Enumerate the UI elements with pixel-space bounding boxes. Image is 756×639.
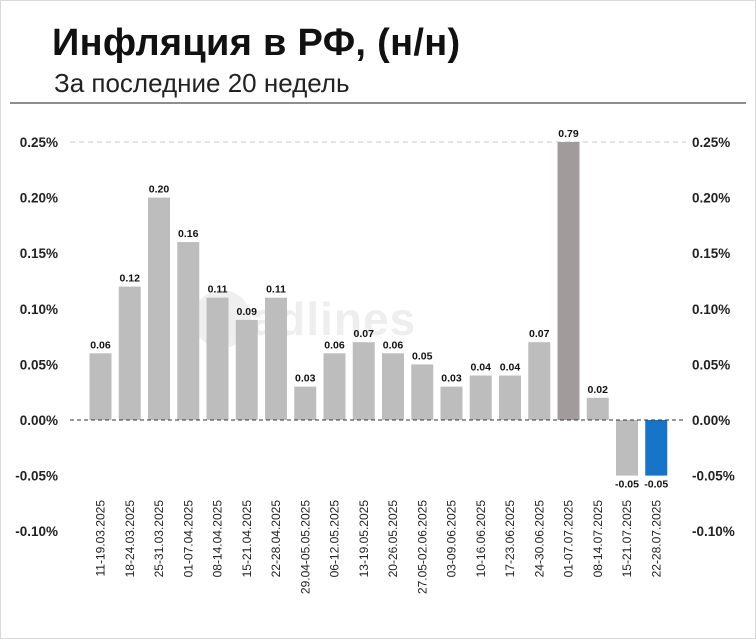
x-tick-label: 22-28.04.2025 (269, 500, 283, 578)
y-tick-label-left: 0.25% (20, 135, 58, 150)
data-label: 0.11 (208, 284, 228, 296)
chart-subtitle: За последние 20 недель (54, 68, 350, 98)
x-tick-label: 08-14.07.2025 (591, 500, 605, 578)
data-label: 0.07 (354, 328, 375, 340)
bar-25-31.03.2025 (148, 197, 170, 420)
data-label: 0.04 (500, 362, 521, 374)
y-tick-label-right: 0.20% (692, 191, 730, 206)
bar-18-24.03.2025 (118, 286, 141, 420)
bar-20-26.05.2025 (382, 353, 404, 420)
data-label: 0.06 (383, 339, 404, 351)
x-tick-label: 29.04-05.05.2025 (298, 500, 312, 594)
x-tick-label: 01-07.04.2025 (181, 500, 195, 578)
x-tick-label: 13-19.05.2025 (357, 500, 371, 578)
y-tick-label-left: 0.05% (20, 357, 58, 372)
x-tick-label: 22-28.07.2025 (649, 500, 663, 578)
bar-17-23.06.2025 (499, 375, 521, 420)
bar-06-12.05.2025 (323, 353, 346, 420)
y-tick-label-right: 0.15% (692, 246, 730, 261)
bar-15-21.07.2025 (616, 420, 638, 476)
y-tick-label-left: -0.10% (15, 524, 58, 539)
x-tick-label: 01-07.07.2025 (562, 500, 576, 578)
data-label: 0.02 (588, 384, 609, 396)
x-tick-label: 20-26.05.2025 (386, 500, 400, 578)
y-tick-label-right: 0.05% (692, 357, 730, 372)
bar-15-21.04.2025 (235, 319, 258, 420)
x-tick-label: 11-19.03.2025 (94, 500, 108, 577)
bar-22-28.04.2025 (265, 297, 287, 420)
data-label: -0.05 (615, 479, 639, 491)
y-tick-label-right: -0.05% (692, 469, 735, 484)
data-label: 0.11 (266, 284, 286, 296)
data-label: 0.12 (120, 273, 141, 285)
bar-13-19.05.2025 (352, 342, 375, 420)
data-label: 0.07 (529, 328, 550, 340)
y-tick-label-left: -0.05% (15, 469, 58, 484)
y-tick-label-right: 0.00% (692, 413, 730, 428)
x-tick-label: 17-23.06.2025 (503, 500, 517, 578)
y-tick-label-right: 0.25% (692, 135, 730, 150)
data-label: 0.20 (149, 184, 170, 196)
x-tick-label: 25-31.03.2025 (152, 500, 166, 578)
data-label: 0.03 (441, 373, 462, 385)
x-tick-label: 15-21.07.2025 (620, 500, 634, 578)
x-tick-label: 15-21.04.2025 (240, 500, 254, 578)
bar-10-16.06.2025 (469, 375, 492, 420)
data-label: 0.05 (412, 350, 433, 362)
x-tick-label: 27.05-02.06.2025 (415, 500, 429, 594)
data-label: 0.16 (178, 228, 199, 240)
bar-29.04-05.05.2025 (294, 386, 317, 420)
data-label: 0.79 (558, 128, 579, 140)
data-label: 0.06 (90, 339, 111, 351)
y-tick-label-left: 0.00% (20, 413, 58, 428)
y-tick-label-left: 0.10% (20, 302, 58, 317)
bar-08-14.07.2025 (586, 397, 609, 420)
y-tick-label-left: 0.20% (20, 191, 58, 206)
data-label: 0.03 (295, 373, 316, 385)
bar-27.05-02.06.2025 (411, 364, 434, 420)
y-tick-label-right: -0.10% (692, 524, 735, 539)
title-divider (10, 102, 746, 104)
bar-03-09.06.2025 (440, 386, 463, 420)
watermark: headlines (195, 293, 417, 345)
chart-title: Инфляция в РФ, (н/н) (52, 22, 461, 64)
bar-22-28.07.2025 (645, 420, 668, 476)
x-tick-label: 03-09.06.2025 (445, 500, 459, 578)
data-label: 0.04 (471, 362, 492, 374)
x-tick-label: 08-14.04.2025 (211, 500, 225, 578)
data-label: 0.06 (324, 339, 345, 351)
y-tick-label-right: 0.10% (692, 302, 730, 317)
y-tick-label-left: 0.15% (20, 246, 58, 261)
data-label: 0.09 (237, 306, 258, 318)
data-label: -0.05 (644, 479, 668, 491)
bar-24-30.06.2025 (528, 342, 551, 420)
x-tick-label: 10-16.06.2025 (474, 500, 488, 578)
bar-01-07.07.2025 (557, 142, 580, 420)
bar-08-14.04.2025 (206, 297, 229, 420)
x-tick-label: 06-12.05.2025 (328, 500, 342, 578)
x-tick-label: 24-30.06.2025 (532, 500, 546, 578)
bar-01-07.04.2025 (177, 242, 200, 420)
x-tick-label: 18-24.03.2025 (123, 500, 137, 578)
bar-11-19.03.2025 (89, 353, 112, 420)
